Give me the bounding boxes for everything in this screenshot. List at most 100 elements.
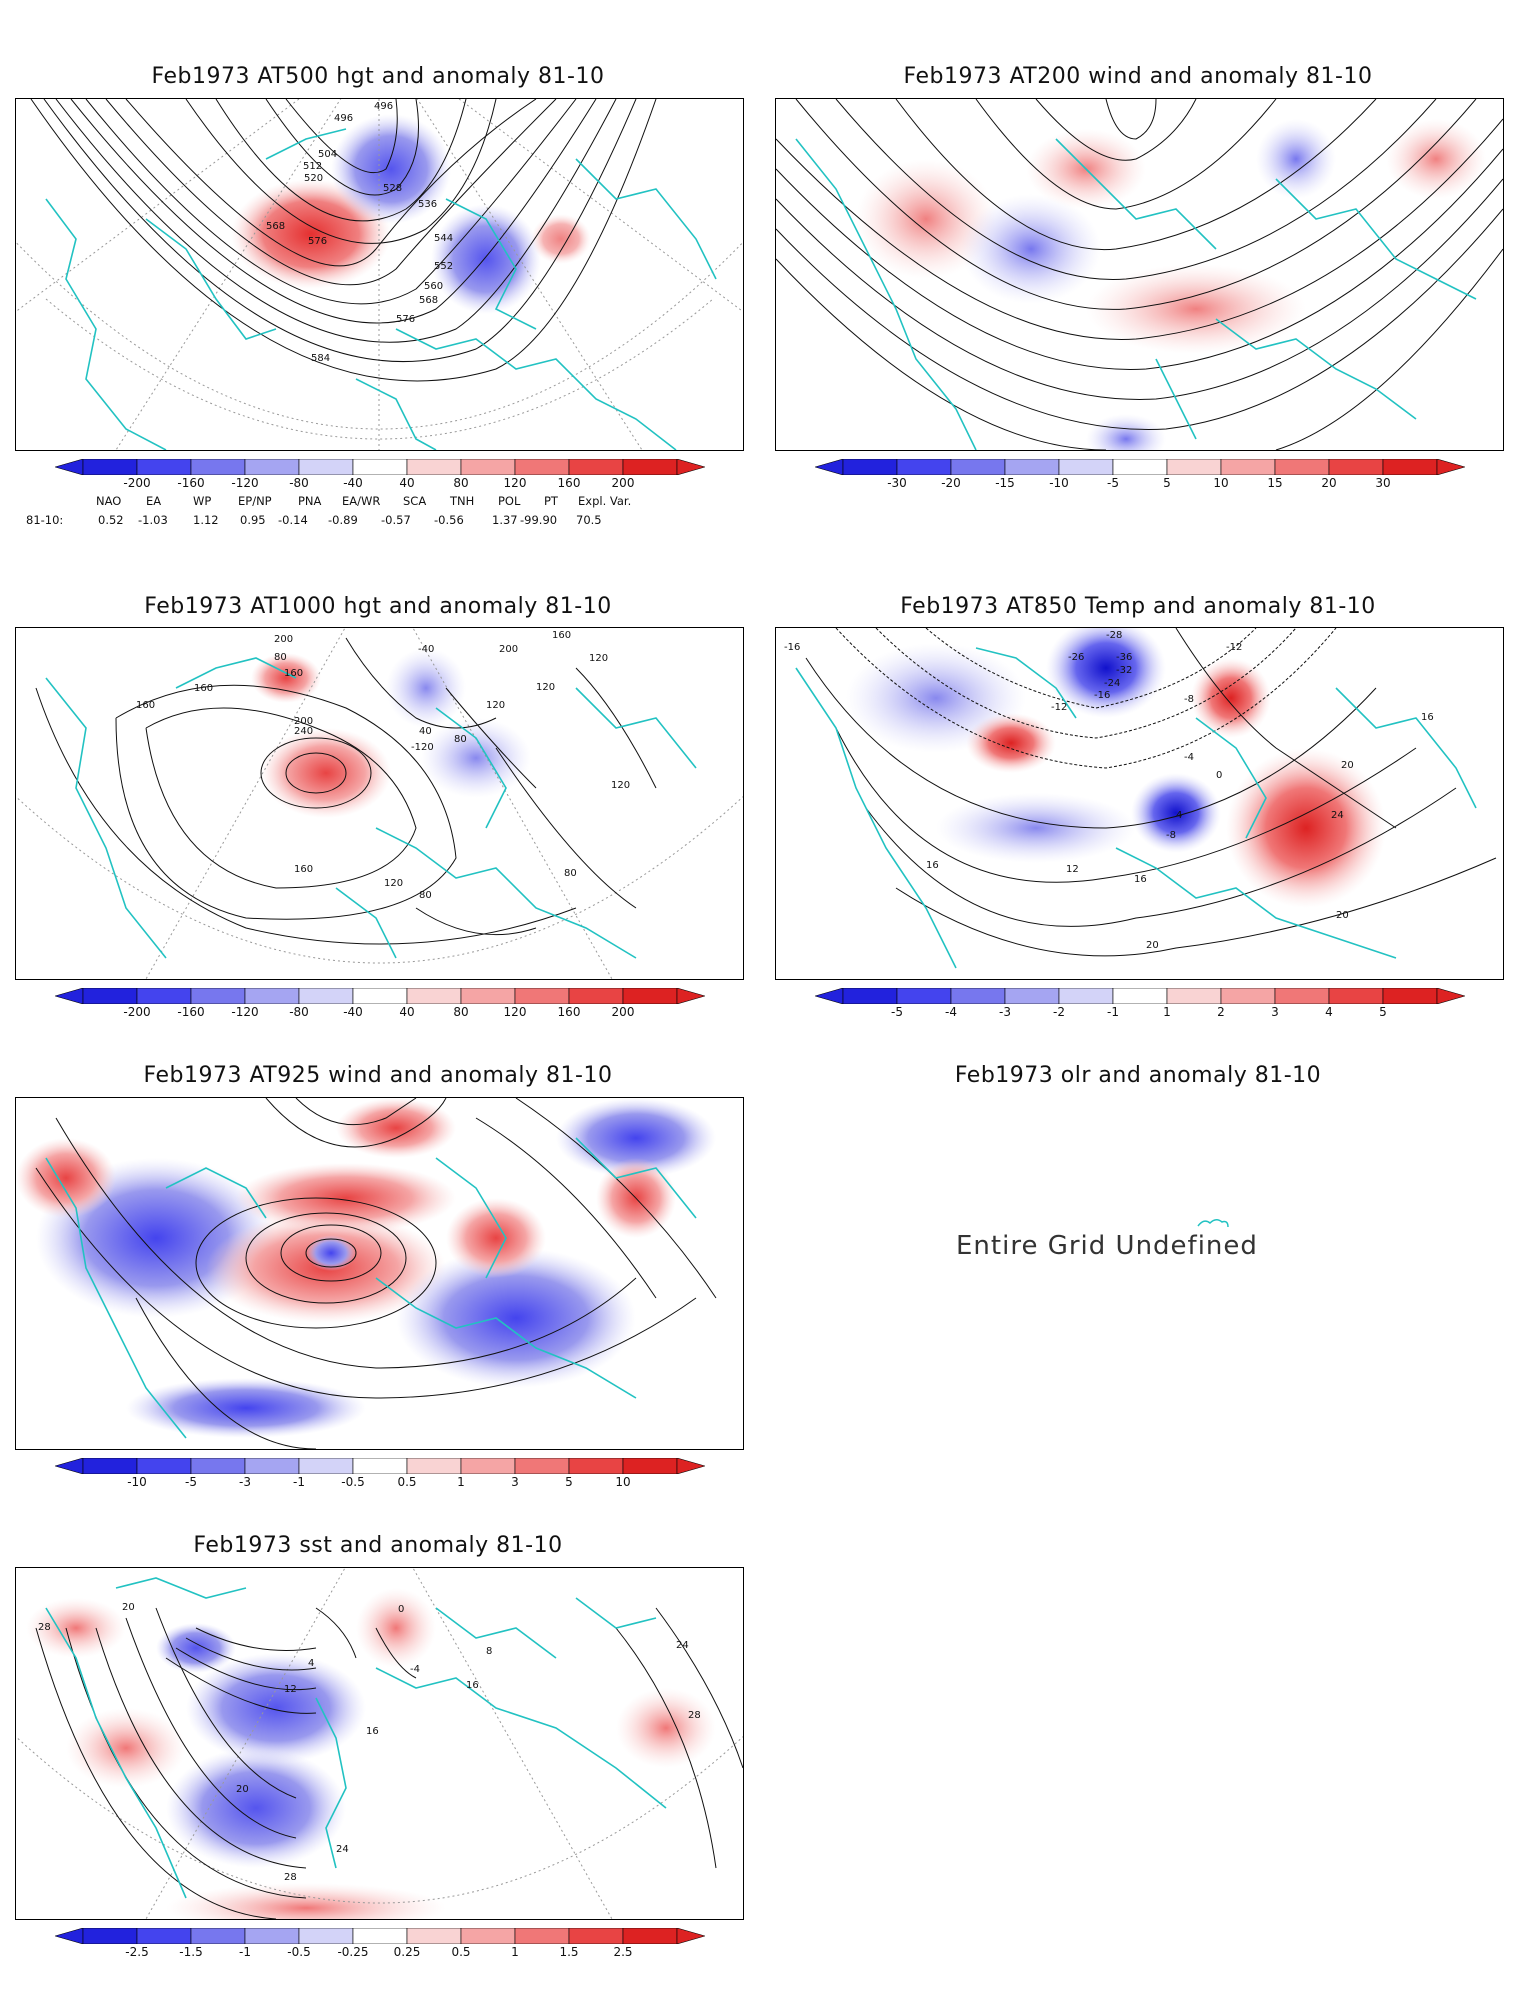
colorbar-segment bbox=[298, 459, 354, 475]
contour-label: 120 bbox=[384, 878, 403, 889]
colorbar-tick-label: 160 bbox=[557, 1005, 581, 1019]
contour-label: 24 bbox=[676, 1640, 689, 1651]
colorbar-segment bbox=[514, 1458, 570, 1474]
tele-header-ea: EA bbox=[146, 494, 162, 508]
contour-label: -26 bbox=[1068, 652, 1084, 663]
tele-value-explvar: 70.5 bbox=[576, 513, 602, 527]
colorbar-tick-label: -4 bbox=[945, 1005, 957, 1019]
panel-1000-title: Feb1973 AT1000 hgt and anomaly 81-10 bbox=[144, 594, 612, 619]
colorbar-segment bbox=[1274, 459, 1330, 475]
colorbar-850temp bbox=[815, 988, 1465, 1004]
map-200wind bbox=[775, 98, 1504, 451]
anomaly-shading bbox=[26, 1588, 716, 1919]
temp-contours bbox=[805, 628, 1497, 957]
colorbar-tick-label: 0.5 bbox=[397, 1475, 417, 1489]
colorbar-tick-label: -40 bbox=[343, 1005, 363, 1019]
contour-label: -4 bbox=[1184, 752, 1194, 763]
contour-label: 512 bbox=[303, 161, 322, 172]
colorbar-segment bbox=[190, 988, 246, 1004]
coastlines bbox=[795, 138, 1477, 450]
teleconnection-table: NAO EA WP EP/NP PNA EA/WR SCA TNH POL PT… bbox=[0, 494, 740, 534]
colorbar-segment bbox=[568, 1458, 624, 1474]
coastlines bbox=[45, 128, 717, 450]
contour-label: 16 bbox=[366, 1726, 379, 1737]
colorbar-segment bbox=[352, 1928, 408, 1944]
contour-label: -36 bbox=[1116, 652, 1132, 663]
contour-label: 80 bbox=[454, 734, 467, 745]
colorbar-segment bbox=[406, 1928, 462, 1944]
colorbar-tick-label: 20 bbox=[1321, 476, 1337, 490]
panel-500-title: Feb1973 AT500 hgt and anomaly 81-10 bbox=[151, 64, 605, 89]
colorbar-segment bbox=[352, 988, 408, 1004]
contour-label: 200 bbox=[499, 644, 518, 655]
colorbar-200wind-ticks: -30 -20 -15 -10 -5 5 10 15 20 30 bbox=[815, 476, 1465, 492]
tele-header-pol: POL bbox=[498, 494, 521, 508]
contour-label: 20 bbox=[1146, 940, 1159, 951]
colorbar-sst bbox=[55, 1928, 705, 1944]
contour-label: -28 bbox=[1106, 630, 1122, 641]
colorbar-tick-label: -200 bbox=[123, 1005, 151, 1019]
colorbar-500hgt-ticks: -200 -160 -120 -80 -40 40 80 120 160 200 bbox=[55, 476, 705, 492]
colorbar-left-arrow bbox=[55, 1458, 84, 1474]
colorbar-segment bbox=[406, 1458, 462, 1474]
tele-header-explvar: Expl. Var. bbox=[578, 494, 632, 508]
colorbar-tick-label: -10 bbox=[127, 1475, 147, 1489]
contour-label: 544 bbox=[434, 233, 453, 244]
panel-olr-title: Feb1973 olr and anomaly 81-10 bbox=[954, 1063, 1322, 1088]
tele-value-wp: 1.12 bbox=[193, 513, 219, 527]
panel-925-title: Feb1973 AT925 wind and anomaly 81-10 bbox=[143, 1063, 613, 1088]
colorbar-tick-label: -1 bbox=[293, 1475, 305, 1489]
contour-label: 576 bbox=[308, 236, 327, 247]
map-1000-canvas: 200 80 160 -40 200 160 120 160 160 120 2… bbox=[16, 628, 743, 979]
colorbar-segment bbox=[460, 1458, 516, 1474]
colorbar-segment bbox=[136, 1928, 192, 1944]
panel-200-title: Feb1973 AT200 wind and anomaly 81-10 bbox=[903, 64, 1373, 89]
contour-labels: 200 80 160 -40 200 160 120 160 160 120 2… bbox=[136, 630, 630, 901]
colorbar-right-arrow bbox=[676, 988, 705, 1004]
contour-label: 4 bbox=[1176, 810, 1182, 821]
contour-label: 80 bbox=[564, 868, 577, 879]
colorbar-segment bbox=[82, 1458, 138, 1474]
colorbar-segment bbox=[1058, 988, 1114, 1004]
colorbar-tick-label: 0.5 bbox=[451, 1945, 471, 1959]
colorbar-segment bbox=[1112, 988, 1168, 1004]
colorbar-segment bbox=[896, 459, 952, 475]
contour-label: -120 bbox=[411, 742, 434, 753]
contour-label: 160 bbox=[194, 683, 213, 694]
colorbar-tick-label: 2.5 bbox=[613, 1945, 633, 1959]
contour-labels: 496 496 504 512 520 528 536 544 552 560 … bbox=[266, 101, 453, 364]
colorbar-tick-label: 1 bbox=[457, 1475, 465, 1489]
contour-label: 16 bbox=[926, 860, 939, 871]
colorbar-200wind bbox=[815, 459, 1465, 475]
colorbar-right-arrow bbox=[1436, 459, 1465, 475]
colorbar-tick-label: 5 bbox=[1163, 476, 1171, 490]
tele-value-pol: 1.37 bbox=[492, 513, 518, 527]
contour-label: 16 bbox=[466, 1680, 479, 1691]
colorbar-segment bbox=[950, 459, 1006, 475]
colorbar-tick-label: -2 bbox=[1053, 1005, 1065, 1019]
contour-label: 496 bbox=[374, 101, 393, 112]
contour-label: 120 bbox=[536, 682, 555, 693]
colorbar-segment bbox=[568, 459, 624, 475]
contour-label: -12 bbox=[1226, 642, 1242, 653]
tele-value-ea: -1.03 bbox=[138, 513, 168, 527]
contour-label: 160 bbox=[552, 630, 571, 641]
colorbar-tick-label: -15 bbox=[995, 476, 1015, 490]
map-925wind bbox=[15, 1097, 744, 1450]
colorbar-left-arrow bbox=[815, 459, 844, 475]
map-500-canvas: 496 496 504 512 520 528 536 544 552 560 … bbox=[16, 99, 743, 450]
colorbar-tick-label: -20 bbox=[941, 476, 961, 490]
panel-sst-title: Feb1973 sst and anomaly 81-10 bbox=[193, 1533, 563, 1558]
contour-label: 200 bbox=[274, 634, 293, 645]
tele-header-pna: PNA bbox=[298, 494, 322, 508]
map-925-canvas bbox=[16, 1098, 717, 1449]
colorbar-tick-label: -5 bbox=[891, 1005, 903, 1019]
colorbar-segment bbox=[842, 459, 898, 475]
colorbar-sst-ticks: -2.5 -1.5 -1 -0.5 -0.25 0.25 0.5 1 1.5 2.5 bbox=[55, 1945, 705, 1961]
colorbar-1000hgt bbox=[55, 988, 705, 1004]
tele-value-pna: -0.14 bbox=[278, 513, 308, 527]
colorbar-segment bbox=[136, 1458, 192, 1474]
colorbar-tick-label: -3 bbox=[999, 1005, 1011, 1019]
contour-label: 160 bbox=[136, 700, 155, 711]
map-sst-canvas: 28 20 0 4 12 16 20 24 28 -4 8 16 24 28 bbox=[16, 1568, 743, 1919]
